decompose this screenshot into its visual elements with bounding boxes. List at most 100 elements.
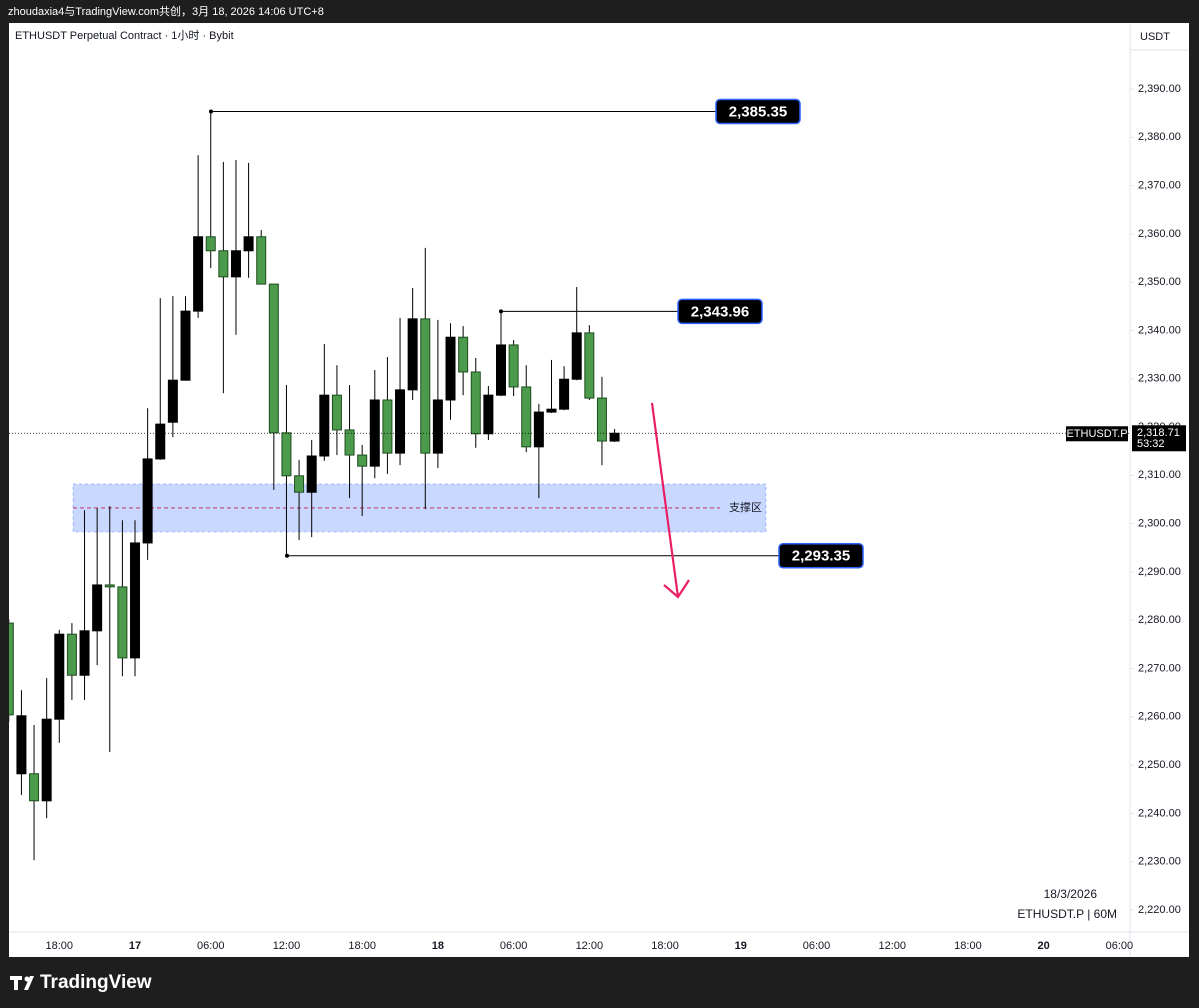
symbol-box xyxy=(1066,426,1128,442)
price-box xyxy=(715,98,801,125)
y-tick-label: 2,230.00 xyxy=(1138,856,1181,868)
candle-down xyxy=(344,429,355,456)
logo-icon xyxy=(10,976,34,990)
y-tick-label: 2,250.00 xyxy=(1138,759,1181,771)
candle-down xyxy=(596,397,607,442)
candle-down xyxy=(29,773,40,802)
x-tick-label: 06:00 xyxy=(197,940,225,952)
brand: TradingView xyxy=(40,972,152,993)
last-price-label: 2,318.71 xyxy=(1137,427,1180,439)
y-tick-label: 2,260.00 xyxy=(1138,711,1181,723)
price-anchor xyxy=(285,553,289,558)
x-tick-label: 17 xyxy=(129,940,141,952)
candle-down xyxy=(205,236,216,252)
candle-down xyxy=(218,250,229,278)
y-tick-label: 2,280.00 xyxy=(1138,614,1181,626)
candle-up xyxy=(571,332,582,380)
y-tick-label: 2,350.00 xyxy=(1138,276,1181,288)
last-price-box xyxy=(1132,425,1186,452)
price-box xyxy=(677,298,763,325)
y-tick-label: 2,370.00 xyxy=(1138,179,1181,191)
y-axis-label: USDT xyxy=(1140,31,1170,43)
y-tick-label: 2,380.00 xyxy=(1138,131,1181,143)
candle-down xyxy=(256,236,267,285)
candle-up xyxy=(142,458,153,544)
candle-down xyxy=(294,475,305,493)
chart-title: ETHUSDT Perpetual Contract · 1小时 · Bybit xyxy=(15,29,234,42)
candle-up xyxy=(495,344,506,396)
y-tick-label: 2,220.00 xyxy=(1138,904,1181,916)
candle-down xyxy=(66,633,77,676)
candle-up xyxy=(306,455,317,493)
attribution: zhoudaxia4与TradingView.com共创，3月 18, 2026… xyxy=(8,5,324,18)
y-tick-label: 2,300.00 xyxy=(1138,518,1181,530)
y-tick-label: 2,340.00 xyxy=(1138,324,1181,336)
candle-down xyxy=(331,394,342,431)
y-tick-label: 2,390.00 xyxy=(1138,83,1181,95)
x-tick-label: 19 xyxy=(735,940,747,952)
countdown: 53:32 xyxy=(1137,438,1165,450)
candle-up xyxy=(130,542,141,659)
date-label: 18/3/2026 xyxy=(1044,887,1098,901)
candle-down xyxy=(281,432,292,477)
arrow xyxy=(650,402,690,599)
x-tick-label: 06:00 xyxy=(803,940,831,952)
zone-label: 支撑区 xyxy=(729,500,762,514)
candle-up xyxy=(369,399,380,467)
x-tick-label: 12:00 xyxy=(273,940,301,952)
candle-down xyxy=(584,332,595,399)
price-anchor xyxy=(499,309,503,314)
candle-up xyxy=(546,408,557,413)
candle-up xyxy=(193,236,204,312)
symbol-label: ETHUSDT.P | 60M xyxy=(1017,907,1117,921)
chart-area xyxy=(9,23,1189,957)
candle-up xyxy=(54,633,65,720)
candle-down xyxy=(117,586,128,659)
candle-up xyxy=(533,411,544,448)
x-tick-label: 18:00 xyxy=(954,940,982,952)
candle-up xyxy=(155,423,166,460)
x-tick-label: 18:00 xyxy=(46,940,74,952)
candle-down xyxy=(382,399,393,454)
candle-down xyxy=(521,386,532,448)
price-label: 2,343.96 xyxy=(691,303,749,320)
y-tick-label: 2,310.00 xyxy=(1138,469,1181,481)
price-label: 2,293.35 xyxy=(792,548,850,565)
candle-up xyxy=(180,310,191,381)
candle-up xyxy=(407,318,418,391)
candle-down xyxy=(458,336,469,373)
candle-up xyxy=(432,399,443,454)
x-tick-label: 18 xyxy=(432,940,444,952)
price-box xyxy=(778,542,864,569)
candle-down xyxy=(470,371,481,435)
candle-up xyxy=(92,584,103,632)
candle-up xyxy=(230,250,241,278)
candle-up xyxy=(319,394,330,457)
footer-logo: TradingView xyxy=(10,972,152,993)
last-symbol: ETHUSDT.P xyxy=(1066,428,1127,440)
y-tick-label: 2,330.00 xyxy=(1138,373,1181,385)
candle-up xyxy=(243,236,254,252)
candle-up xyxy=(483,394,494,435)
x-tick-label: 18:00 xyxy=(348,940,376,952)
plot: 支撑区 xyxy=(9,111,767,861)
x-tick-label: 12:00 xyxy=(878,940,906,952)
candle-up xyxy=(445,336,456,401)
price-label: 2,385.35 xyxy=(729,103,787,120)
candle-down xyxy=(508,344,519,388)
candle-up xyxy=(395,389,406,454)
candle-down xyxy=(104,584,115,588)
candle-down xyxy=(9,622,14,716)
candle-up xyxy=(16,715,27,775)
price-anchor xyxy=(209,109,213,114)
x-tick-label: 20 xyxy=(1038,940,1050,952)
y-tick-label: 2,270.00 xyxy=(1138,662,1181,674)
y-tick-label: 2,240.00 xyxy=(1138,807,1181,819)
x-tick-label: 12:00 xyxy=(576,940,604,952)
candle-up xyxy=(167,379,178,423)
candle-down xyxy=(420,318,431,454)
candle-up xyxy=(609,432,620,442)
x-tick-label: 06:00 xyxy=(1106,940,1134,952)
